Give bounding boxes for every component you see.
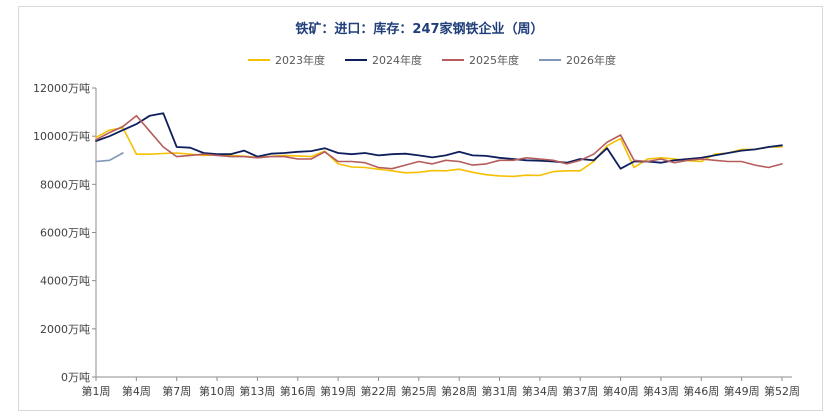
chart-frame [18,6,823,411]
x-tick-label: 第49周 [724,384,760,398]
x-tick-label: 第52周 [764,384,800,398]
x-tick-label: 第22周 [360,384,396,398]
legend-label-2025: 2025年度 [469,54,519,67]
x-tick-label: 第40周 [603,384,639,398]
legend-item-2025: 2025年度 [442,52,519,68]
x-tick-label: 第37周 [562,384,598,398]
chart-legend: 2023年度 2024年度 2025年度 2026年度 [248,52,636,68]
x-tick-label: 第34周 [522,384,558,398]
x-tick-label: 第28周 [441,384,477,398]
x-tick-label: 第31周 [482,384,518,398]
legend-label-2026: 2026年度 [566,54,616,67]
y-tick-label: 4000万吨 [40,275,90,288]
legend-item-2026: 2026年度 [539,52,616,68]
x-tick-label: 第4周 [122,384,151,398]
legend-swatch-2023 [248,59,270,61]
x-tick-label: 第13周 [239,384,275,398]
series-line-2024 [95,112,783,170]
legend-swatch-2024 [345,59,367,61]
x-tick-label: 第46周 [683,384,719,398]
chart-title: 铁矿：进口：库存：247家钢铁企业（周） [295,22,544,37]
y-tick-label: 6000万吨 [40,227,90,240]
y-tick-label: 0万吨 [61,371,90,384]
x-tick-label: 第25周 [401,384,437,398]
x-tick-label: 第43周 [643,384,679,398]
y-tick-label: 8000万吨 [40,178,90,191]
legend-label-2023: 2023年度 [275,54,325,67]
legend-item-2024: 2024年度 [345,52,422,68]
series-line-2026 [95,152,124,163]
y-tick-label: 10000万吨 [33,130,90,143]
legend-item-2023: 2023年度 [248,52,325,68]
x-tick-label: 第1周 [82,384,111,398]
legend-label-2024: 2024年度 [372,54,422,67]
y-tick-label: 12000万吨 [33,82,90,95]
x-tick-label: 第19周 [320,384,356,398]
y-tick-label: 2000万吨 [40,323,90,336]
legend-swatch-2025 [442,59,464,61]
series-line-2025 [95,114,783,170]
x-tick-label: 第10周 [199,384,235,398]
x-tick-label: 第7周 [162,384,191,398]
legend-swatch-2026 [539,59,561,61]
x-tick-label: 第16周 [280,384,316,398]
